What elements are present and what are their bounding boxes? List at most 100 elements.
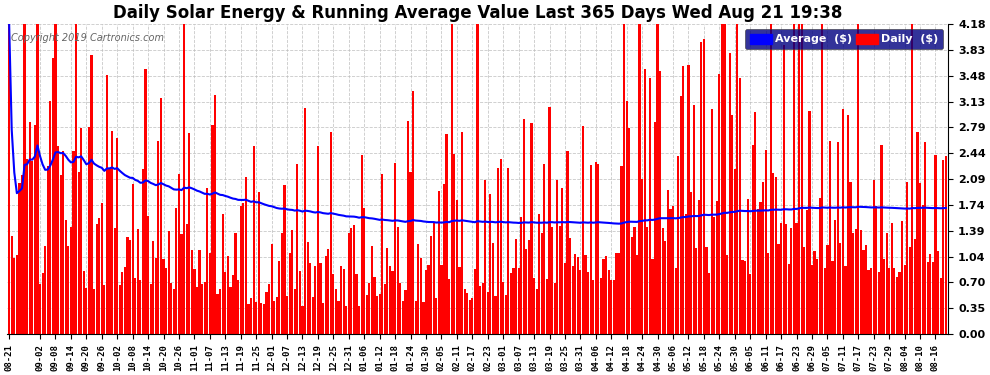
- Bar: [842, 110, 843, 334]
- Bar: [629, 128, 631, 334]
- Bar: [734, 169, 736, 334]
- Bar: [121, 272, 124, 334]
- Bar: [167, 231, 169, 334]
- Bar: [909, 247, 911, 334]
- Bar: [299, 271, 301, 334]
- Bar: [252, 147, 254, 334]
- Bar: [193, 269, 195, 334]
- Bar: [827, 244, 829, 334]
- Bar: [870, 268, 872, 334]
- Bar: [288, 253, 291, 334]
- Bar: [613, 280, 615, 334]
- Bar: [935, 155, 937, 334]
- Bar: [623, 24, 626, 334]
- Bar: [788, 264, 790, 334]
- Bar: [333, 274, 335, 334]
- Bar: [669, 209, 671, 334]
- Bar: [518, 268, 520, 334]
- Bar: [294, 289, 296, 334]
- Bar: [224, 272, 227, 334]
- Bar: [45, 246, 47, 334]
- Bar: [821, 24, 824, 334]
- Bar: [368, 283, 370, 334]
- Bar: [340, 266, 343, 334]
- Bar: [346, 306, 347, 334]
- Bar: [394, 163, 396, 334]
- Bar: [415, 301, 417, 334]
- Bar: [832, 261, 834, 334]
- Bar: [819, 198, 821, 334]
- Bar: [438, 191, 440, 334]
- Bar: [764, 150, 767, 334]
- Bar: [917, 132, 919, 334]
- Bar: [626, 100, 628, 334]
- Bar: [526, 249, 528, 334]
- Bar: [888, 268, 890, 334]
- Bar: [500, 159, 502, 334]
- Bar: [569, 238, 571, 334]
- Bar: [314, 266, 317, 334]
- Bar: [399, 284, 401, 334]
- Bar: [450, 24, 452, 334]
- Bar: [165, 268, 167, 334]
- Bar: [814, 251, 816, 334]
- Bar: [423, 302, 425, 334]
- Bar: [642, 179, 644, 334]
- Bar: [54, 24, 56, 334]
- Bar: [338, 301, 340, 334]
- Bar: [446, 134, 447, 334]
- Bar: [343, 268, 345, 334]
- Bar: [296, 164, 298, 334]
- Bar: [67, 246, 69, 334]
- Bar: [142, 169, 144, 334]
- Bar: [402, 301, 404, 334]
- Bar: [654, 122, 656, 334]
- Bar: [42, 273, 44, 334]
- Bar: [880, 145, 882, 334]
- Bar: [248, 304, 249, 334]
- Bar: [746, 199, 748, 334]
- Bar: [116, 138, 119, 334]
- Bar: [137, 229, 139, 334]
- Bar: [729, 53, 731, 334]
- Bar: [795, 223, 798, 334]
- Bar: [922, 206, 924, 334]
- Bar: [865, 245, 867, 334]
- Bar: [505, 295, 507, 334]
- Bar: [309, 263, 311, 334]
- Bar: [127, 237, 129, 334]
- Bar: [180, 234, 182, 334]
- Bar: [172, 289, 175, 334]
- Bar: [152, 241, 154, 334]
- Bar: [358, 306, 360, 334]
- Bar: [801, 24, 803, 334]
- Bar: [479, 286, 481, 334]
- Bar: [170, 283, 172, 334]
- Bar: [590, 165, 592, 334]
- Bar: [906, 182, 908, 334]
- Bar: [325, 256, 327, 334]
- Bar: [286, 296, 288, 334]
- Bar: [885, 233, 888, 334]
- Bar: [8, 24, 10, 334]
- Bar: [919, 183, 921, 334]
- Bar: [301, 306, 304, 334]
- Bar: [352, 225, 355, 334]
- Bar: [891, 223, 893, 334]
- Bar: [548, 107, 550, 334]
- Bar: [829, 141, 831, 334]
- Bar: [466, 293, 468, 334]
- Bar: [711, 110, 713, 334]
- Bar: [330, 132, 332, 334]
- Bar: [533, 278, 536, 334]
- Bar: [108, 168, 111, 334]
- Bar: [739, 78, 742, 334]
- Bar: [481, 284, 484, 334]
- Bar: [103, 285, 106, 334]
- Bar: [775, 177, 777, 334]
- Title: Daily Solar Energy & Running Average Value Last 365 Days Wed Aug 21 19:38: Daily Solar Energy & Running Average Val…: [113, 4, 842, 22]
- Bar: [217, 294, 219, 334]
- Bar: [468, 300, 471, 334]
- Bar: [556, 180, 558, 334]
- Bar: [32, 161, 34, 334]
